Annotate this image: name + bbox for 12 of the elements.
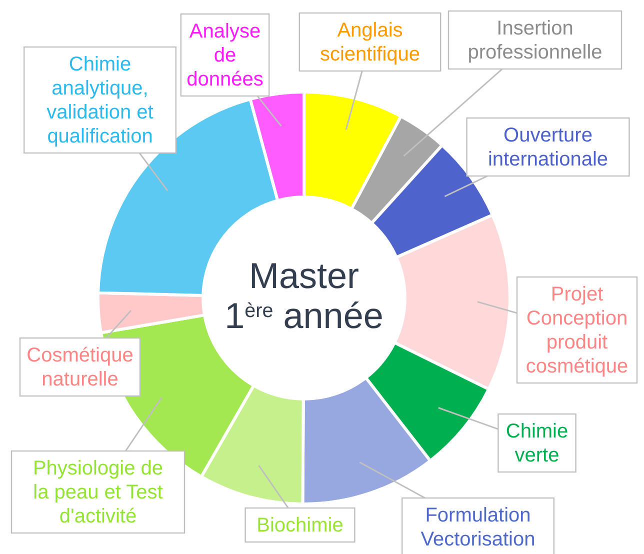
slice-label: Physiologie de la peau et Test d'activité [32, 458, 164, 528]
slice-label: Anglais scientifique [320, 20, 420, 66]
slice-label: Cosmétique naturelle [26, 344, 134, 391]
slice-label: Ouverture internationale [488, 124, 608, 171]
slice-label: Projet Conception produit cosmétique [526, 284, 628, 378]
slice-label: Formulation Vectorisation [420, 504, 536, 551]
slice-label: Biochimie [256, 514, 344, 537]
slice-label: Chimie analytique, validation et qualification [46, 54, 154, 148]
slice-label: Insertion professionnelle [468, 18, 602, 64]
slice-label: Chimie verte [506, 420, 568, 467]
text: Master 1$^{ère}$ année [224, 255, 384, 336]
slice-label: Analyse de données [186, 20, 264, 91]
